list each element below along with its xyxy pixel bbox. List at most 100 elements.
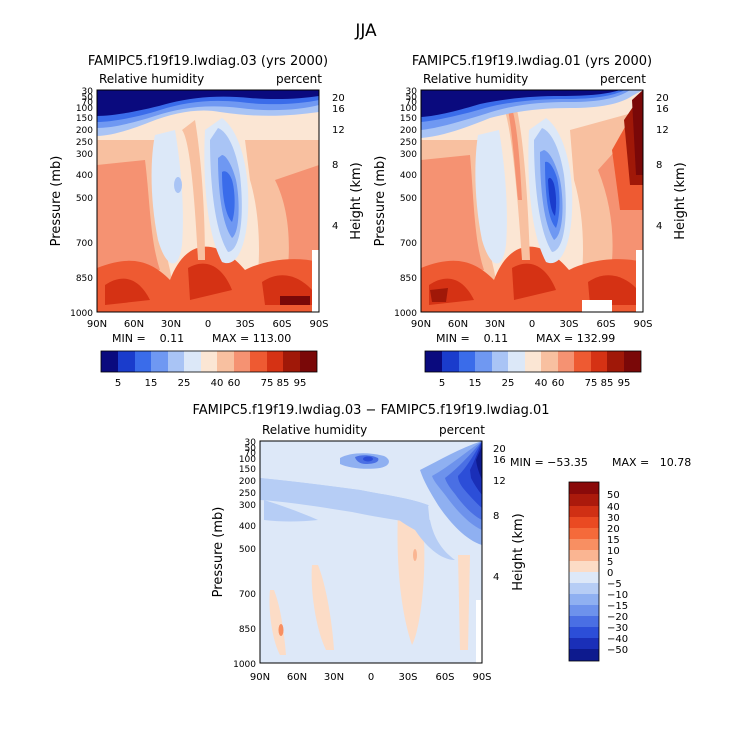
colorbar-box bbox=[569, 506, 599, 517]
colorbar-box bbox=[569, 583, 599, 594]
contour-field bbox=[260, 441, 482, 663]
y-tick-label: 150 bbox=[76, 114, 93, 124]
x-tick-label: 30S bbox=[235, 319, 254, 330]
y-tick-label: 70 bbox=[82, 98, 94, 108]
colorbar-box bbox=[442, 351, 459, 372]
x-tick-label: 90S bbox=[633, 319, 652, 330]
y-tick-label: 100 bbox=[239, 455, 256, 465]
colorbar-box bbox=[591, 351, 607, 372]
colorbar-box bbox=[569, 517, 599, 528]
y-tick-label: 500 bbox=[239, 545, 256, 555]
y-tick-label: 850 bbox=[400, 274, 417, 284]
x-tick-label: 60S bbox=[596, 319, 615, 330]
height-tick-labels: 20 16 12 8 4 bbox=[656, 93, 669, 232]
colorbar-label: 30 bbox=[607, 513, 620, 524]
colorbar-box bbox=[541, 351, 558, 372]
colorbar-label: 40 bbox=[211, 378, 224, 389]
x-tick-label: 90N bbox=[250, 672, 270, 683]
panel-lwdiag03: FAMIPC5.f19f19.lwdiag.03 (yrs 2000) Rela… bbox=[49, 54, 364, 389]
panel-subtitle-right: percent bbox=[276, 72, 322, 86]
right-axis-label: Height (km) bbox=[673, 162, 688, 239]
colorbar-label: −10 bbox=[607, 590, 628, 601]
plot-frame bbox=[96, 89, 320, 313]
height-tick-label: 8 bbox=[493, 511, 499, 522]
colorbar-label: −50 bbox=[607, 645, 628, 656]
colorbar-box bbox=[267, 351, 283, 372]
y-axis-label: Pressure (mb) bbox=[211, 507, 226, 598]
colorbar-label: 10 bbox=[607, 546, 620, 557]
y-axis-label: Pressure (mb) bbox=[49, 156, 64, 247]
x-tick-label: 60N bbox=[287, 672, 307, 683]
colorbar-box bbox=[569, 528, 599, 539]
panel-lwdiag01: FAMIPC5.f19f19.lwdiag.01 (yrs 2000) Rela… bbox=[373, 54, 688, 389]
height-tick-labels: 20 16 12 8 4 bbox=[493, 444, 506, 583]
colorbar-box bbox=[569, 482, 599, 494]
y-tick-label: 70 bbox=[245, 449, 257, 459]
x-tick-label: 90N bbox=[87, 319, 107, 330]
colorbar-label: 15 bbox=[607, 535, 620, 546]
colorbar-box bbox=[624, 351, 641, 372]
colorbar-box bbox=[569, 494, 599, 506]
plot-frame bbox=[259, 440, 483, 664]
height-tick-labels: 20 16 12 8 4 bbox=[332, 93, 345, 232]
colorbar-box bbox=[250, 351, 267, 372]
colorbar-label: −30 bbox=[607, 623, 628, 634]
colorbar: 50 40 30 20 15 10 5 0 −5 −10 −15 −20 −30… bbox=[568, 481, 628, 662]
colorbar-box bbox=[569, 594, 599, 605]
right-axis-label: Height (km) bbox=[349, 162, 364, 239]
height-tick-label: 20 bbox=[332, 93, 345, 104]
colorbar-label: 15 bbox=[469, 378, 482, 389]
x-tick-label: 0 bbox=[205, 319, 211, 330]
height-tick-label: 8 bbox=[656, 160, 662, 171]
colorbar-box bbox=[569, 561, 599, 572]
contour-field bbox=[97, 90, 319, 312]
colorbar-box bbox=[569, 572, 599, 583]
y-tick-label: 850 bbox=[76, 274, 93, 284]
x-tick-labels: 90N 60N 30N 0 30S 60S 90S bbox=[87, 319, 329, 330]
colorbar-box bbox=[569, 605, 599, 616]
x-tick-label: 30N bbox=[485, 319, 505, 330]
colorbar-label: 5 bbox=[115, 378, 121, 389]
colorbar-label: 75 bbox=[585, 378, 598, 389]
panel-subtitle-left: Relative humidity bbox=[99, 72, 204, 86]
x-tick-label: 0 bbox=[529, 319, 535, 330]
y-axis-label: Pressure (mb) bbox=[373, 156, 388, 247]
plot-frame bbox=[420, 89, 644, 313]
x-tick-label: 30S bbox=[398, 672, 417, 683]
colorbar-label: 95 bbox=[294, 378, 307, 389]
min-label: MIN = 0.11 bbox=[112, 332, 184, 345]
colorbar-label: 0 bbox=[607, 568, 613, 579]
colorbar-label: −20 bbox=[607, 612, 628, 623]
height-tick-label: 4 bbox=[332, 221, 338, 232]
colorbar-label: 85 bbox=[601, 378, 614, 389]
height-tick-label: 16 bbox=[656, 104, 669, 115]
height-tick-label: 20 bbox=[656, 93, 669, 104]
colorbar-label: 5 bbox=[607, 557, 613, 568]
min-label: MIN = 0.11 bbox=[436, 332, 508, 345]
colorbar-box bbox=[168, 351, 184, 372]
y-tick-label: 1000 bbox=[394, 309, 417, 319]
y-tick-label: 300 bbox=[400, 150, 417, 160]
colorbar-label: −15 bbox=[607, 601, 628, 612]
colorbar: 5 15 25 40 60 75 85 95 bbox=[424, 350, 642, 389]
colorbar-label: −40 bbox=[607, 634, 628, 645]
figure-title: JJA bbox=[354, 21, 377, 41]
y-tick-label: 700 bbox=[76, 239, 93, 249]
colorbar-label: 5 bbox=[439, 378, 445, 389]
colorbar-box bbox=[525, 351, 541, 372]
y-tick-label: 500 bbox=[400, 194, 417, 204]
colorbar-box bbox=[475, 351, 492, 372]
colorbar-box bbox=[283, 351, 300, 372]
colorbar-box bbox=[118, 351, 135, 372]
y-tick-labels: 30 50 70 100 150 200 250 300 400 500 700… bbox=[70, 87, 93, 319]
colorbar-box bbox=[558, 351, 574, 372]
height-tick-label: 12 bbox=[493, 476, 506, 487]
max-label: MAX = 10.78 bbox=[612, 456, 691, 469]
y-tick-label: 250 bbox=[400, 138, 417, 148]
height-tick-label: 8 bbox=[332, 160, 338, 171]
panel-difference: FAMIPC5.f19f19.lwdiag.03 − FAMIPC5.f19f1… bbox=[193, 403, 692, 683]
colorbar-label: 40 bbox=[607, 502, 620, 513]
colorbar-label: −5 bbox=[607, 579, 622, 590]
y-tick-label: 50 bbox=[245, 444, 257, 454]
